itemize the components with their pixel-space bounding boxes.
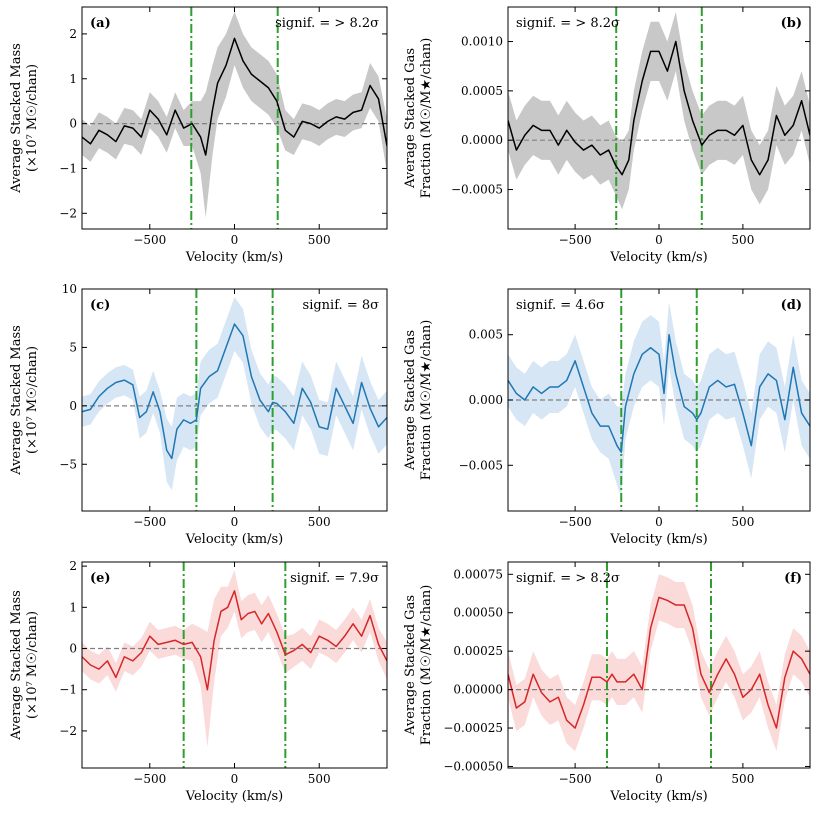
significance-label: signif. = 7.9σ — [290, 571, 379, 586]
y-tick-label: −2 — [59, 724, 77, 738]
stacked-spectrum-line — [508, 40, 810, 176]
x-axis-label: Velocity (km/s) — [609, 532, 707, 547]
x-axis-label: Velocity (km/s) — [609, 789, 707, 804]
y-tick-label: −1 — [59, 683, 77, 697]
y-tick-label: 0 — [69, 399, 77, 413]
y-tick-label: 2 — [69, 27, 77, 41]
significance-label: signif. = > 8.2σ — [275, 16, 379, 31]
significance-label: signif. = > 8.2σ — [516, 571, 620, 586]
x-axis-label: Velocity (km/s) — [185, 250, 283, 265]
y-axis-label: Average Stacked Mass — [9, 43, 24, 194]
uncertainty-band — [508, 11, 810, 210]
uncertainty-band — [508, 574, 810, 752]
y-tick-label: −2 — [59, 206, 77, 220]
x-tick-label: 0 — [655, 515, 663, 529]
stacked-spectrum-line — [82, 590, 387, 691]
y-tick-label: 0.00025 — [453, 644, 503, 658]
x-tick-label: 0 — [655, 772, 663, 786]
y-tick-label: −1 — [59, 161, 77, 175]
y-tick-label: 0.0010 — [461, 35, 503, 49]
x-tick-label: −500 — [133, 233, 166, 247]
y-axis-label: Fraction (M☉/M★/chan) — [419, 38, 434, 199]
panel-b: −500 0 500 −0.0005 0.0000 0.0005 0.0010 Velocit… — [403, 6, 811, 265]
x-tick-label: 0 — [231, 772, 239, 786]
y-tick-label: 5 — [69, 340, 77, 354]
significance-label: signif. = > 8.2σ — [516, 16, 620, 31]
y-tick-label: 0.0000 — [461, 133, 503, 147]
stacked-spectrum-line — [82, 37, 387, 156]
x-tick-label: 0 — [655, 233, 663, 247]
y-axis-label: Average Stacked Mass — [9, 590, 24, 741]
y-tick-label: 0.00000 — [453, 683, 503, 697]
uncertainty-band — [82, 11, 387, 218]
y-axis-label: Average Stacked Mass — [9, 325, 24, 476]
x-tick-label: 500 — [731, 233, 754, 247]
y-axis-label: (×10⁷ M☉/chan) — [25, 64, 40, 172]
y-tick-label: 2 — [69, 559, 77, 573]
y-tick-label: 0.00075 — [453, 567, 503, 581]
x-tick-label: 500 — [731, 772, 754, 786]
y-tick-label: 0.0005 — [461, 84, 503, 98]
y-tick-label: −0.00025 — [443, 721, 503, 735]
panel-label: (b) — [781, 16, 802, 31]
y-axis-label: Fraction (M☉/M★/chan) — [419, 320, 434, 481]
y-tick-label: −0.00050 — [443, 759, 503, 773]
significance-label: signif. = 8σ — [303, 298, 380, 313]
y-axis-label: Average Stacked Gas — [403, 48, 418, 189]
y-tick-label: 0 — [69, 642, 77, 656]
uncertainty-band — [82, 297, 387, 490]
x-tick-label: 500 — [731, 515, 754, 529]
panel-e: −500 0 500 −2 −1 0 1 2 Velocity (km/s) Average St… — [9, 559, 388, 804]
x-tick-label: −500 — [559, 515, 592, 529]
y-axis-label: (×10⁷ M☉/chan) — [25, 346, 40, 454]
x-tick-label: −500 — [559, 772, 592, 786]
y-axis-label: (×10⁷ M☉/chan) — [25, 611, 40, 719]
x-axis-label: Velocity (km/s) — [609, 250, 707, 265]
y-tick-label: 1 — [69, 72, 77, 86]
panel-label: (d) — [781, 298, 802, 313]
x-tick-label: 500 — [308, 515, 331, 529]
y-tick-label: −0.0005 — [451, 183, 503, 197]
y-axis-label: Average Stacked Gas — [403, 595, 418, 736]
x-tick-label: −500 — [133, 515, 166, 529]
stacked-spectrum-line — [82, 323, 387, 460]
x-axis-label: Velocity (km/s) — [185, 789, 283, 804]
y-tick-label: 0.00050 — [453, 606, 503, 620]
x-tick-label: 500 — [308, 233, 331, 247]
y-tick-label: −5 — [59, 457, 77, 471]
x-axis-label: Velocity (km/s) — [185, 532, 283, 547]
y-tick-label: −0.005 — [459, 458, 503, 472]
panel-label: (e) — [90, 571, 111, 586]
stacked-spectrum-line — [508, 333, 810, 453]
y-axis-label: Fraction (M☉/M★/chan) — [419, 585, 434, 746]
x-tick-label: −500 — [133, 772, 166, 786]
uncertainty-band — [82, 570, 387, 748]
panel-a: −500 0 500 −2 −1 0 1 2 Velocity (km/s) Average St… — [9, 6, 388, 265]
significance-label: signif. = 4.6σ — [516, 298, 605, 313]
x-tick-label: −500 — [559, 233, 592, 247]
panel-label: (a) — [90, 16, 111, 31]
y-tick-label: 10 — [62, 282, 77, 296]
x-tick-label: 0 — [231, 233, 239, 247]
panel-c: −500 0 500 −5 0 5 10 Velocity (km/s) Average Sta… — [9, 282, 388, 547]
y-axis-label: Average Stacked Gas — [403, 330, 418, 471]
panel-f: −500 0 500 −0.00050 −0.00025 0.00000 0.00025 0.… — [403, 561, 811, 804]
panel-d: −500 0 500 −0.005 0.000 0.005 Velocity (km/s) A… — [403, 288, 811, 547]
y-tick-label: 0.005 — [469, 328, 503, 342]
y-tick-label: 0 — [69, 117, 77, 131]
y-tick-label: 0.000 — [469, 393, 503, 407]
y-tick-label: 1 — [69, 600, 77, 614]
panel-label: (f) — [784, 571, 802, 586]
x-tick-label: 0 — [231, 515, 239, 529]
stacked-spectrum-line — [508, 596, 810, 729]
x-tick-label: 500 — [308, 772, 331, 786]
panel-label: (c) — [90, 298, 110, 313]
